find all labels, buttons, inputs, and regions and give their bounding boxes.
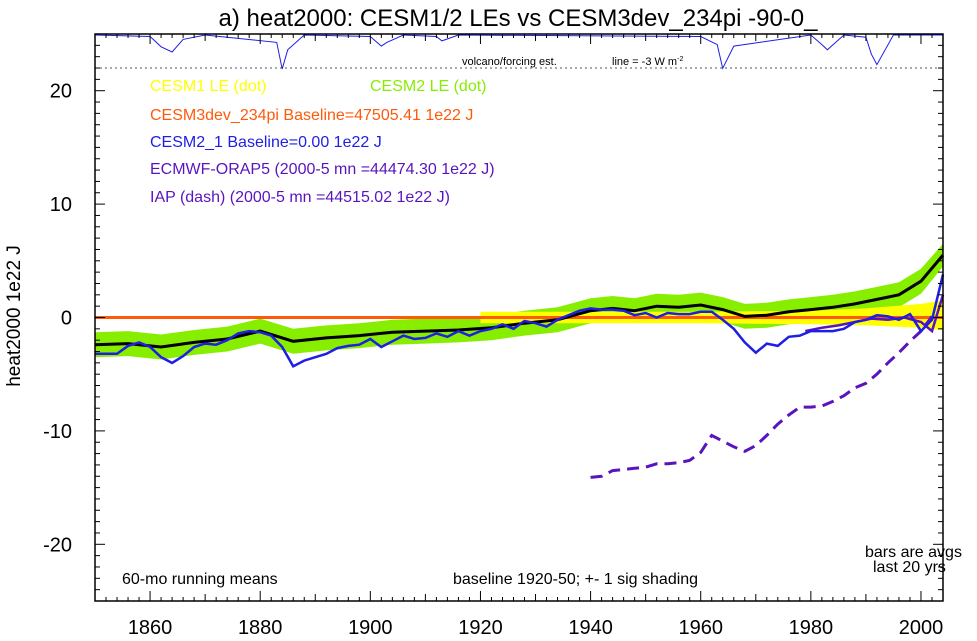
x-tick-label: 1960 [678,617,723,639]
x-tick-label: 1940 [568,617,613,639]
forcing-line-note-exponent: -2 [677,56,683,63]
cesm2-1-line [95,274,945,368]
cesm2-le-spread-band [95,243,943,360]
volcano-label: volcano/forcing est. [462,56,557,68]
x-tick-label: 1860 [128,617,173,639]
legend-cesm3dev: CESM3dev_234pi Baseline=47505.41 1e22 J [150,107,473,124]
y-tick-label: -20 [43,534,72,556]
baseline-note: baseline 1920-50; +- 1 sig shading [453,571,698,588]
legend-ecmwf-orap5: ECMWF-ORAP5 (2000-5 mn =44474.30 1e22 J) [150,161,495,178]
legend-cesm2-le: CESM2 LE (dot) [370,78,486,95]
x-tick-label: 1920 [458,617,503,639]
x-tick-label: 1880 [238,617,283,639]
cesm1-le-spread-band [480,300,943,330]
forcing-line-note: line = -3 W m-2 [612,56,683,68]
x-tick-label: 1900 [348,617,393,639]
legend-cesm1-le: CESM1 LE (dot) [150,78,266,95]
volcano-forcing-line [94,34,943,70]
legend-iap: IAP (dash) (2000-5 mn =44515.02 1e22 J) [150,189,450,206]
forcing-line-note-text: line = -3 W m [612,56,677,68]
x-tick-label: 2000 [899,617,944,639]
bars-note-line2: last 20 yrs [873,559,946,576]
y-tick-label: -10 [43,421,72,443]
legend-cesm2-1: CESM2_1 Baseline=0.00 1e22 J [150,134,382,151]
plot-area: 1860 1880 1900 1920 1940 1960 1980 2000 -20 -10 0 1… [43,33,945,639]
iap-line [590,315,934,479]
y-tick-label: 0 [61,308,72,330]
y-tick-label: 20 [50,81,72,103]
x-tick-label: 1980 [789,617,834,639]
chart-title: a) heat2000: CESM1/2 LEs vs CESM3dev_234… [218,5,818,32]
running-means-note: 60-mo running means [122,571,278,588]
y-axis-label: heat2000 1e22 J [4,245,25,387]
bars-note-line1: bars are avgs [865,544,962,561]
y-tick-label: 10 [50,194,72,216]
